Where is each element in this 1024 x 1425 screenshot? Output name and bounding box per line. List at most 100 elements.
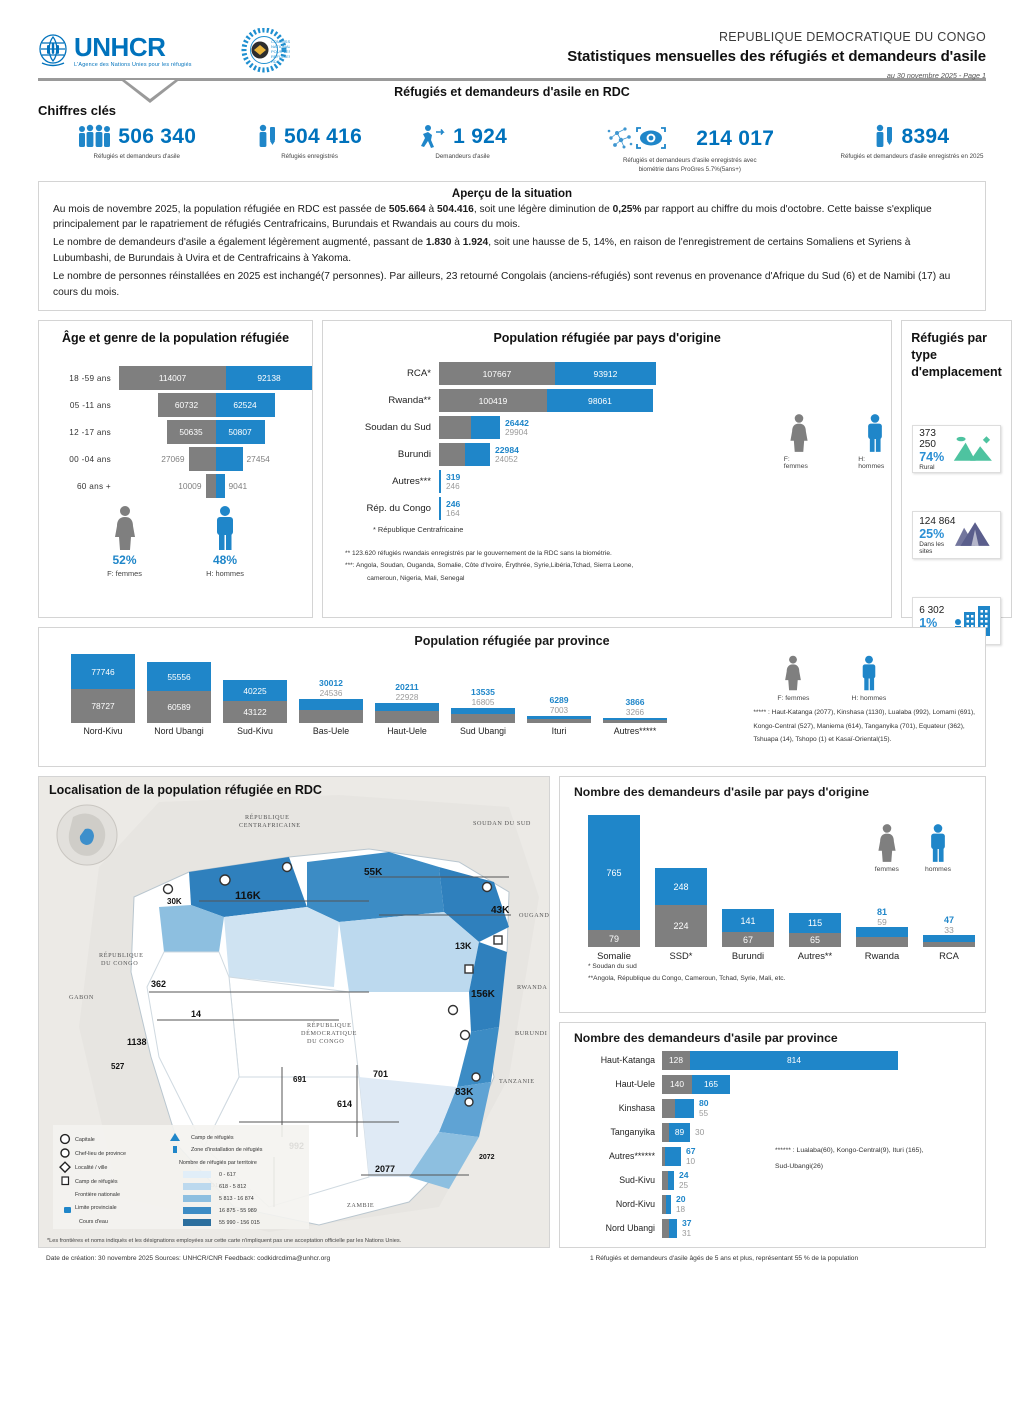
asylum-value-male: 814 [787, 1055, 801, 1066]
svg-text:2072: 2072 [479, 1154, 495, 1161]
province-column: 20211 22928 Haut-Uele [375, 654, 439, 736]
globe-inset-icon [56, 804, 118, 866]
origin-value-female: 100419 [478, 395, 508, 406]
asylum-bar-male [923, 935, 975, 943]
svg-text:Capitale: Capitale [75, 1137, 95, 1143]
asylum-origin-label: SSD* [669, 950, 693, 962]
svg-text:Localité / ville: Localité / ville [75, 1165, 107, 1171]
location-type-title: Réfugiés par type d'emplacement [911, 331, 1002, 380]
asylum-bar-female [662, 1194, 666, 1214]
origin-bar-male: 98061 [547, 389, 653, 413]
pyramid-bar-male [215, 447, 243, 472]
origin-row: RCA* 107667 93912 [333, 361, 760, 386]
asylum-bar-male [669, 1218, 677, 1238]
svg-text:NATIONALE: NATIONALE [271, 44, 290, 49]
pyramid-value-male: 50807 [228, 427, 252, 438]
pyramid-row: 05 -11 ans 60732 62524 [47, 392, 312, 418]
male-caption: hommes [924, 866, 951, 874]
asylum-value-male: 115 [807, 918, 823, 929]
kpi-label: Réfugiés et demandeurs d'asile enregistr… [840, 153, 984, 160]
origin-value-female: 107667 [482, 368, 512, 379]
origin-value-male: 319 [446, 471, 461, 482]
province-chart-title: Population réfugiée par province [414, 634, 610, 649]
origin-chart-title: Population réfugiée par pays d'origine [493, 331, 721, 346]
asylum-bar-female: 67 [722, 932, 774, 948]
kpi-biometric-registered: 214 017 Réfugiés et demandeurs d'asile e… [542, 124, 838, 175]
kpi-value: 8394 [901, 125, 950, 148]
pyramid-category: 60 ans + [76, 481, 111, 491]
svg-text:614: 614 [337, 1099, 352, 1109]
asylum-origin-label: Autres** [797, 950, 833, 962]
svg-text:Camp de réfugiés: Camp de réfugiés [191, 1135, 234, 1141]
female-figure-icon [878, 824, 896, 863]
svg-text:Cours d'eau: Cours d'eau [79, 1219, 108, 1225]
province-value-female: 22928 [395, 693, 419, 703]
asylum-origin-note-2stars: **Angola, République du Congo, Cameroun,… [588, 975, 786, 983]
page-title: Statistiques mensuelles des réfugiés et … [567, 48, 986, 65]
asylum-province-label: Haut-Uele [615, 1079, 655, 1090]
province-bar-female [299, 710, 363, 724]
asylum-origin-column: 81 59 Rwanda [856, 811, 908, 961]
province-value-female: 24536 [319, 689, 343, 699]
svg-text:OUGANDA: OUGANDA [519, 912, 550, 919]
location-caption: Dans les sites [919, 540, 945, 555]
svg-text:55 990 - 156 015: 55 990 - 156 015 [219, 1220, 260, 1226]
svg-text:TANZANIE: TANZANIE [499, 1078, 535, 1085]
pyramid-value-male: 9041 [228, 481, 248, 492]
pyramid-value-female: 114007 [158, 373, 187, 384]
origin-bar-female: 107667 [439, 362, 555, 386]
location-card-sites: 124 864 25% Dans les sites [912, 511, 1001, 560]
asylum-bar-female [923, 942, 975, 948]
pyramid-category: 18 -59 ans [69, 373, 111, 383]
province-chart: 77746 78727 Nord-Kivu 55556 60589 Nord U… [49, 654, 667, 736]
header-divider [38, 78, 986, 81]
kpi-label: Réfugiés enregistrés [281, 153, 338, 160]
province-gender-legend: F: femmes H: hommes [777, 654, 975, 702]
asylum-by-province-panel: Nombre des demandeurs d'asile par provin… [559, 1022, 986, 1249]
kpi-value: 504 416 [284, 125, 363, 148]
male-figure-icon [931, 824, 945, 863]
origin-row: Rép. du Congo 246 164 [333, 496, 760, 521]
svg-text:CENTRAFRICAINE: CENTRAFRICAINE [239, 822, 301, 829]
origin-value-male: 246 [446, 498, 461, 509]
origin-bar-male [439, 497, 441, 521]
province-value-male: 20211 [395, 682, 419, 693]
asylum-bar-female: 79 [588, 930, 640, 948]
female-figure-icon [785, 656, 802, 691]
asylum-value-female: 65 [809, 935, 820, 946]
province-bar-male [451, 708, 515, 715]
asylum-province-label: Nord Ubangi [605, 1223, 655, 1234]
asylum-bar-female [662, 1170, 668, 1190]
province-outside-labels: 30012 24536 [319, 678, 343, 699]
asylum-outside-labels: 80 55 [699, 1098, 709, 1117]
tents-icon [955, 522, 991, 547]
asylum-province-label: Tanganyika [610, 1127, 655, 1138]
drc-refugee-map: RÉPUBLIQUE CENTRAFRICAINE SOUDAN DU SUD … [39, 777, 550, 1248]
kpi-registered-refugees: 504 416 Réfugiés enregistrés [236, 124, 384, 161]
origin-category: Burundi [397, 449, 431, 461]
asylum-bar-male [856, 927, 908, 938]
overview-paragraph-2: Le nombre de demandeurs d'asile a égalem… [53, 237, 911, 265]
pyramid-bar-male [215, 474, 225, 499]
asylum-value-female: 10 [686, 1156, 696, 1166]
province-label: Ituri [551, 726, 567, 737]
kpi-value: 1 924 [453, 125, 508, 148]
svg-text:2077: 2077 [375, 1164, 395, 1174]
refugees-by-origin-panel: Population réfugiée par pays d'origine R… [322, 320, 893, 619]
kpi-refugees-and-asylum: 506 340 Réfugiés et demandeurs d'asile [38, 124, 236, 161]
province-value-male: 6289 [549, 695, 569, 706]
biometric-eye-icon [607, 127, 667, 149]
asylum-value-female: 59 [877, 916, 887, 927]
asylum-outside-labels: 37 31 [682, 1218, 692, 1237]
svg-text:1138: 1138 [127, 1037, 147, 1047]
asylum-province-label: Kinshasa [618, 1103, 655, 1114]
province-bar-female [375, 711, 439, 724]
asylum-value-male: 165 [704, 1079, 718, 1090]
location-percent: 74% [919, 449, 945, 464]
province-value-female: 3266 [625, 708, 645, 718]
female-figure-icon [790, 414, 808, 453]
asylum-outside-labels: 67 10 [686, 1146, 696, 1166]
province-column: 3866 3266 Autres***** [603, 654, 667, 736]
province-value-female: 78727 [91, 701, 115, 711]
origin-note-3stars-line2: cameroun, Nigeria, Mali, Senegal [367, 574, 465, 582]
